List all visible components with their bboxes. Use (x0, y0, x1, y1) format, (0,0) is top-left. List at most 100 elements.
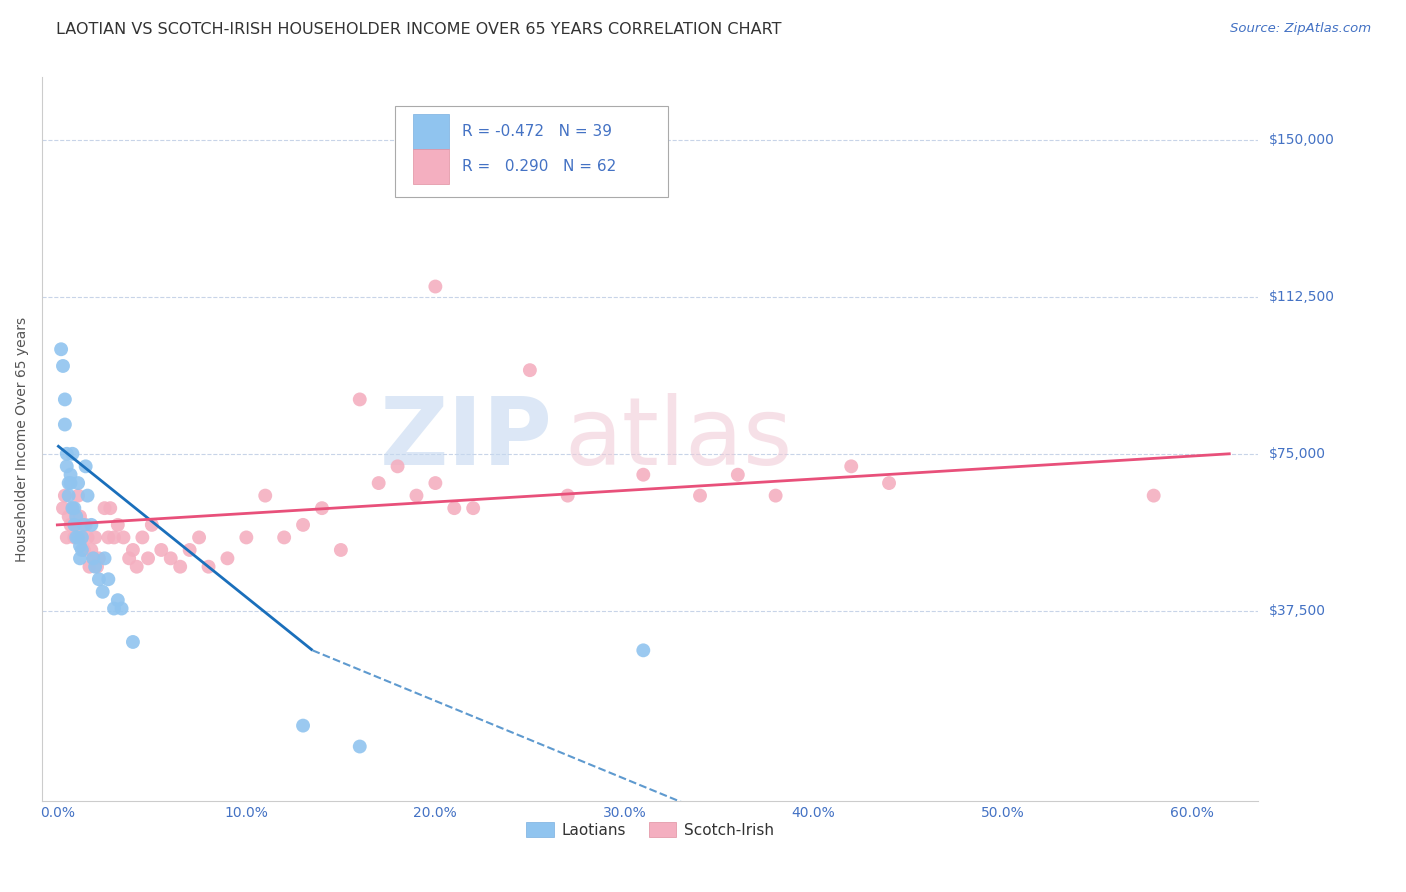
Point (70, 543, 93, 558)
Point (93, 551, 115, 566)
Text: R =   0.290   N = 62: R = 0.290 N = 62 (461, 159, 616, 174)
Legend: Laotians, Scotch-Irish: Laotians, Scotch-Irish (520, 815, 780, 844)
Point (76, 489, 98, 503)
Point (519, 363, 541, 377)
Point (75, 517, 97, 532)
Point (150, 543, 173, 558)
Point (73, 517, 96, 532)
Point (217, 551, 239, 566)
Text: Source: ZipAtlas.com: Source: ZipAtlas.com (1230, 22, 1371, 36)
Point (118, 551, 141, 566)
Point (98, 501, 121, 516)
Text: $150,000: $150,000 (1268, 133, 1334, 147)
Point (349, 739, 371, 754)
Point (53, 489, 76, 503)
Point (141, 517, 163, 532)
Point (63, 517, 86, 532)
Point (53, 417, 76, 432)
Point (633, 467, 655, 482)
Text: ZIP: ZIP (380, 393, 553, 485)
Y-axis label: Householder Income Over 65 years: Householder Income Over 65 years (15, 317, 30, 562)
Point (765, 489, 787, 503)
Point (169, 559, 191, 574)
Point (69, 539, 91, 553)
Point (52, 359, 75, 373)
Point (110, 601, 132, 615)
Point (425, 476, 447, 491)
Point (689, 489, 711, 503)
Point (254, 489, 277, 503)
Point (58, 509, 80, 524)
Point (55, 531, 77, 545)
Point (131, 531, 153, 545)
Text: LAOTIAN VS SCOTCH-IRISH HOUSEHOLDER INCOME OVER 65 YEARS CORRELATION CHART: LAOTIAN VS SCOTCH-IRISH HOUSEHOLDER INCO… (56, 22, 782, 37)
Point (292, 718, 315, 732)
FancyBboxPatch shape (413, 114, 450, 149)
Point (97, 572, 120, 586)
Point (59, 517, 82, 532)
Point (84, 531, 107, 545)
Point (69, 551, 91, 566)
Point (87, 551, 110, 566)
Point (65, 517, 87, 532)
Point (273, 531, 295, 545)
Point (65, 509, 87, 524)
Point (82, 551, 104, 566)
Point (59, 467, 82, 482)
Point (76, 531, 98, 545)
Point (122, 635, 145, 649)
Point (80, 543, 103, 558)
Point (67, 489, 90, 503)
Point (349, 392, 371, 407)
Point (727, 467, 749, 482)
Point (188, 531, 211, 545)
Point (58, 489, 80, 503)
Point (55, 447, 77, 461)
Point (463, 501, 485, 516)
Point (197, 559, 219, 574)
Point (55, 459, 77, 474)
Text: $75,000: $75,000 (1268, 447, 1326, 461)
Point (75, 459, 97, 474)
Point (122, 543, 145, 558)
Point (70, 531, 93, 545)
FancyBboxPatch shape (413, 149, 450, 184)
Point (292, 517, 315, 532)
Point (107, 593, 129, 607)
Point (443, 501, 465, 516)
Point (839, 459, 862, 474)
Point (62, 447, 84, 461)
Point (70, 531, 93, 545)
Point (53, 392, 76, 407)
Point (91, 584, 114, 599)
Point (405, 489, 427, 503)
Point (62, 501, 84, 516)
Point (103, 531, 125, 545)
Point (136, 551, 159, 566)
Point (159, 551, 181, 566)
Point (86, 559, 108, 574)
Point (125, 559, 148, 574)
Point (49, 343, 72, 357)
Point (79, 559, 101, 574)
Point (1143, 489, 1166, 503)
Point (107, 517, 129, 532)
Point (97, 531, 120, 545)
Point (633, 643, 655, 657)
Point (179, 543, 201, 558)
Text: $112,500: $112,500 (1268, 290, 1334, 304)
Point (329, 543, 352, 558)
Point (73, 543, 96, 558)
Point (84, 559, 107, 574)
Point (93, 501, 115, 516)
Point (67, 531, 90, 545)
Text: atlas: atlas (565, 393, 793, 485)
Point (311, 501, 333, 516)
Point (367, 476, 389, 491)
Point (59, 476, 82, 491)
Point (63, 531, 86, 545)
Point (65, 531, 87, 545)
Point (877, 476, 900, 491)
Point (87, 572, 110, 586)
Point (63, 501, 86, 516)
